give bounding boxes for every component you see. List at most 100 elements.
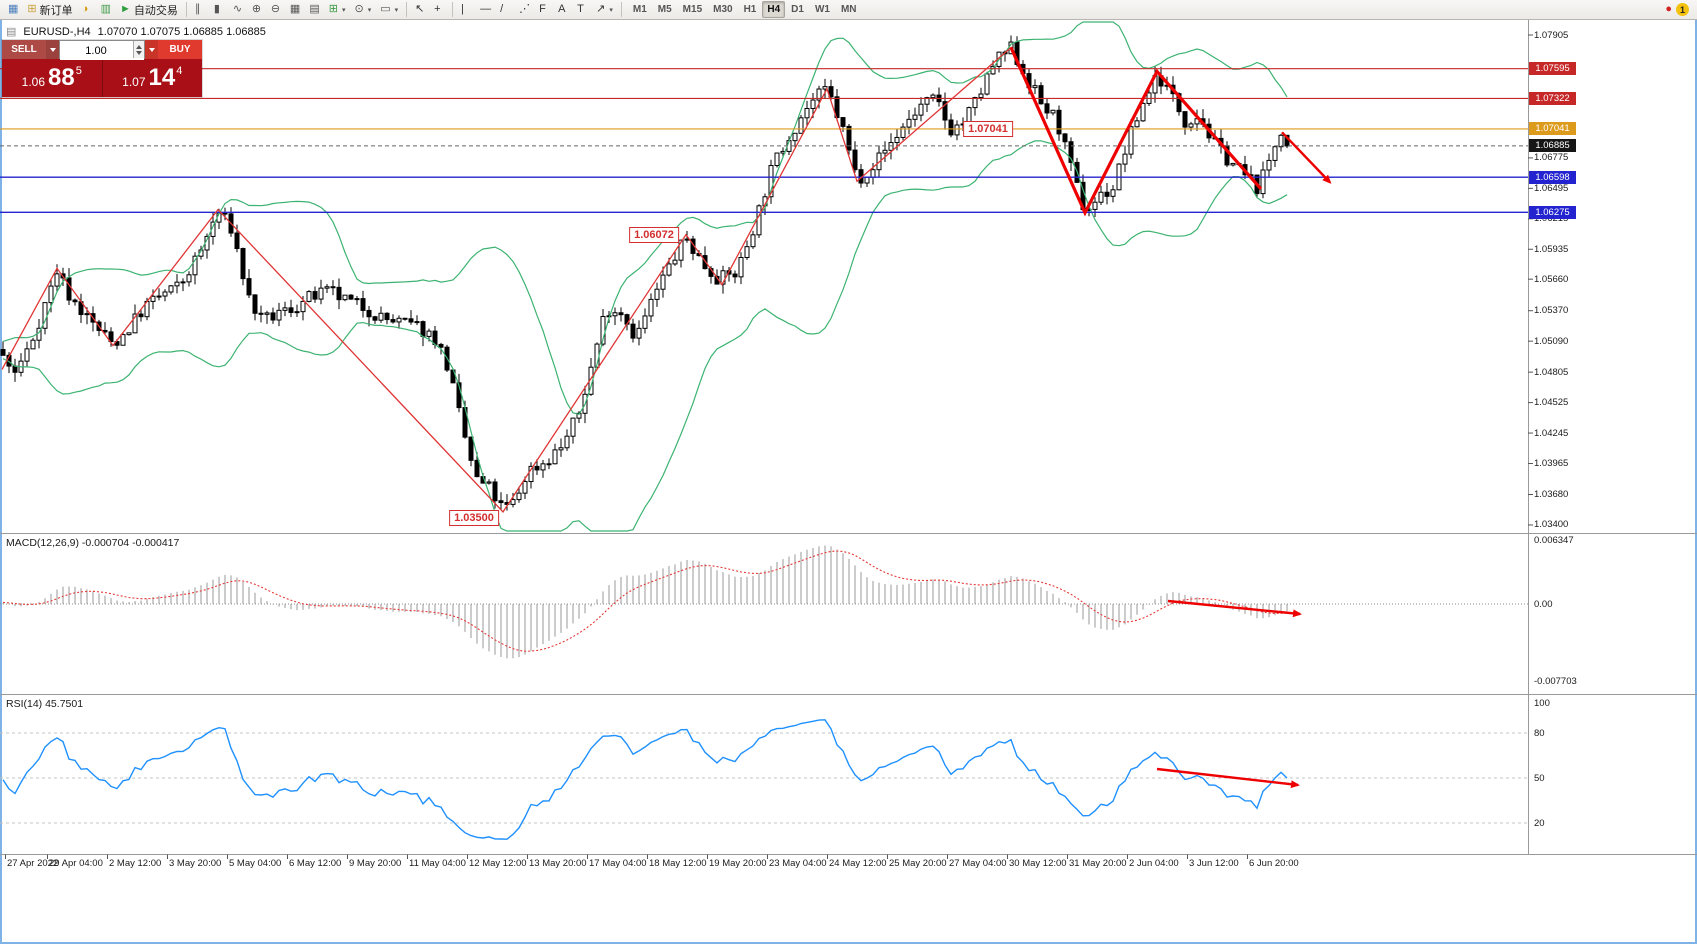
timeframe-button-h4[interactable]: H4: [762, 1, 786, 18]
new-order-button-glyph: ⊞: [27, 3, 37, 15]
text-label-icon-glyph: T: [577, 3, 584, 15]
buy-button[interactable]: BUY: [158, 40, 202, 59]
volume-field: [59, 40, 145, 60]
compass-icon-glyph: ◑: [81, 3, 89, 15]
cursor-icon-glyph: ↖: [415, 3, 425, 15]
crosshair-icon[interactable]: +: [430, 1, 448, 19]
arrows-tool-button[interactable]: ↗ ▾: [592, 1, 617, 19]
macd-trend-arrow[interactable]: [1167, 599, 1302, 618]
vertical-line-icon[interactable]: |: [457, 1, 475, 19]
ohlc-text: 1.07070 1.07075 1.06885 1.06885: [97, 25, 266, 38]
indicators-button-glyph: ⊞: [328, 3, 338, 15]
zoom-out-button-glyph: ⊖: [270, 3, 281, 15]
text-icon-glyph: A: [558, 3, 566, 15]
fibonacci-icon[interactable]: F: [535, 1, 553, 19]
trendline-icon-glyph: /: [500, 3, 504, 15]
new-order-button[interactable]: ⊞ 新订单: [23, 1, 76, 19]
volume-decrease-button[interactable]: [136, 50, 142, 55]
text-label-icon[interactable]: T: [573, 1, 591, 19]
horizontal-line-icon[interactable]: —: [476, 1, 495, 19]
bollinger-upper-line: [2, 21, 1288, 415]
arrows-tool-button-glyph: ↗: [596, 3, 606, 15]
timeframe-button-m15[interactable]: M15: [682, 4, 703, 15]
vertical-line-icon-glyph: |: [461, 3, 464, 15]
timeframe-toolbar: M1 M5 M15 M30 H1 H4 D1 W1 MN: [628, 1, 862, 18]
autotrading-button-label: 自动交易: [133, 4, 178, 17]
periods-button-glyph: ⊙: [354, 3, 364, 15]
thick-trend-zigzag[interactable]: [1009, 46, 1263, 217]
alert-icon[interactable]: ●: [1665, 3, 1672, 15]
sell-price-button[interactable]: 1.06 88 5: [2, 59, 102, 97]
toolbar-separator: [452, 2, 454, 17]
indicators-button[interactable]: ⊞ ▾: [325, 1, 350, 19]
bollinger-lower-line: [2, 140, 1288, 532]
line-chart-icon-glyph: ∿: [232, 3, 243, 15]
autotrading-button[interactable]: ► 自动交易: [116, 1, 182, 19]
buy-price-button[interactable]: 1.07 14 4: [102, 59, 202, 97]
zoom-in-button[interactable]: ⊕: [248, 1, 266, 19]
timeframe-button-m1[interactable]: M1: [632, 4, 647, 15]
horizontal-line-icon-glyph: —: [480, 3, 492, 15]
volume-input[interactable]: [60, 42, 144, 60]
candlestick-chart-icon[interactable]: ▮: [210, 1, 228, 19]
rsi-line: [2, 719, 1288, 840]
timeframe-button-m5[interactable]: M5: [657, 4, 672, 15]
tile-windows-button-glyph: ▦: [289, 3, 301, 15]
timeframe-button-m30[interactable]: M30: [713, 4, 733, 15]
bar-chart-icon[interactable]: ∥: [191, 1, 209, 19]
line-chart-icon[interactable]: ∿: [229, 1, 247, 19]
equidistant-channel-icon[interactable]: ⋰: [515, 1, 534, 19]
market-watch-icon[interactable]: ▥: [97, 1, 115, 19]
bar-chart-icon-glyph: ∥: [194, 3, 201, 15]
chart-window-icon[interactable]: ▦: [4, 1, 22, 19]
toolbar-right-group: ● 1: [1665, 3, 1693, 16]
chart-symbol-icon: ▤: [6, 26, 17, 38]
equidistant-channel-icon-glyph: ⋰: [519, 3, 531, 15]
tile-windows-button[interactable]: ▦: [286, 1, 304, 19]
compass-icon[interactable]: ◑: [78, 1, 96, 19]
trendline-icon[interactable]: /: [496, 1, 514, 19]
main-toolbar: ▦ ⊞ 新订单 ◑ ▥ ► 自动交易 ∥ ▮ ∿ ⊕ ⊖ ▦ ▤ ⊞ ▾ ⊙ ▾ ▭ ▾ ↖ + | — / ⋰ F A T ↗ ▾ M1 M5…: [0, 0, 1697, 20]
caret-down-icon: ▾: [609, 6, 613, 14]
timeframe-button-h1[interactable]: H1: [743, 4, 757, 15]
rsi-trend-arrow[interactable]: [1156, 767, 1300, 789]
volume-increase-button[interactable]: [136, 44, 142, 49]
zoom-in-button-glyph: ⊕: [251, 3, 262, 15]
macd-signal-line: [2, 550, 1288, 652]
sell-button[interactable]: SELL: [2, 40, 46, 59]
caret-down-icon: ▾: [367, 6, 372, 14]
cursor-icon[interactable]: ↖: [411, 1, 429, 19]
text-icon[interactable]: A: [554, 1, 572, 19]
price-trend-arrow[interactable]: [1281, 131, 1332, 184]
periods-button[interactable]: ⊙ ▾: [350, 1, 375, 19]
sell-dropdown-caret[interactable]: [46, 40, 59, 59]
timeframe-button-d1[interactable]: D1: [791, 4, 804, 15]
timeframe-button-w1[interactable]: W1: [814, 4, 830, 15]
auto-arrange-button[interactable]: ▤: [305, 1, 323, 19]
macd-indicator-label: MACD(12,26,9) -0.000704 -0.000417: [4, 537, 182, 549]
buy-price-prefix: 1.07: [122, 74, 146, 89]
templates-button[interactable]: ▭ ▾: [376, 1, 402, 19]
notification-badge[interactable]: 1: [1676, 3, 1689, 16]
new-order-button-label: 新订单: [39, 4, 73, 17]
sell-price-point: 5: [75, 65, 82, 77]
buy-price-point: 4: [176, 65, 183, 77]
candlestick-chart-icon-glyph: ▮: [213, 3, 220, 15]
buy-dropdown-caret[interactable]: [145, 40, 158, 59]
caret-down-icon: ▾: [341, 6, 346, 14]
symbol-text: EURUSD-,H4: [23, 25, 91, 38]
rsi-indicator-label: RSI(14) 45.7501: [4, 698, 86, 710]
caret-down-icon: [49, 47, 56, 52]
toolbar-separator: [185, 2, 187, 17]
sell-price-pips: 88: [48, 64, 75, 91]
timeframe-button-mn[interactable]: MN: [840, 4, 857, 15]
toolbar-separator: [620, 2, 622, 17]
fibonacci-icon-glyph: F: [539, 3, 546, 15]
templates-button-glyph: ▭: [380, 3, 391, 15]
zoom-out-button[interactable]: ⊖: [267, 1, 285, 19]
caret-down-icon: ▾: [394, 6, 399, 14]
macd-histogram: [2, 545, 1288, 659]
buy-price-pips: 14: [148, 64, 176, 91]
